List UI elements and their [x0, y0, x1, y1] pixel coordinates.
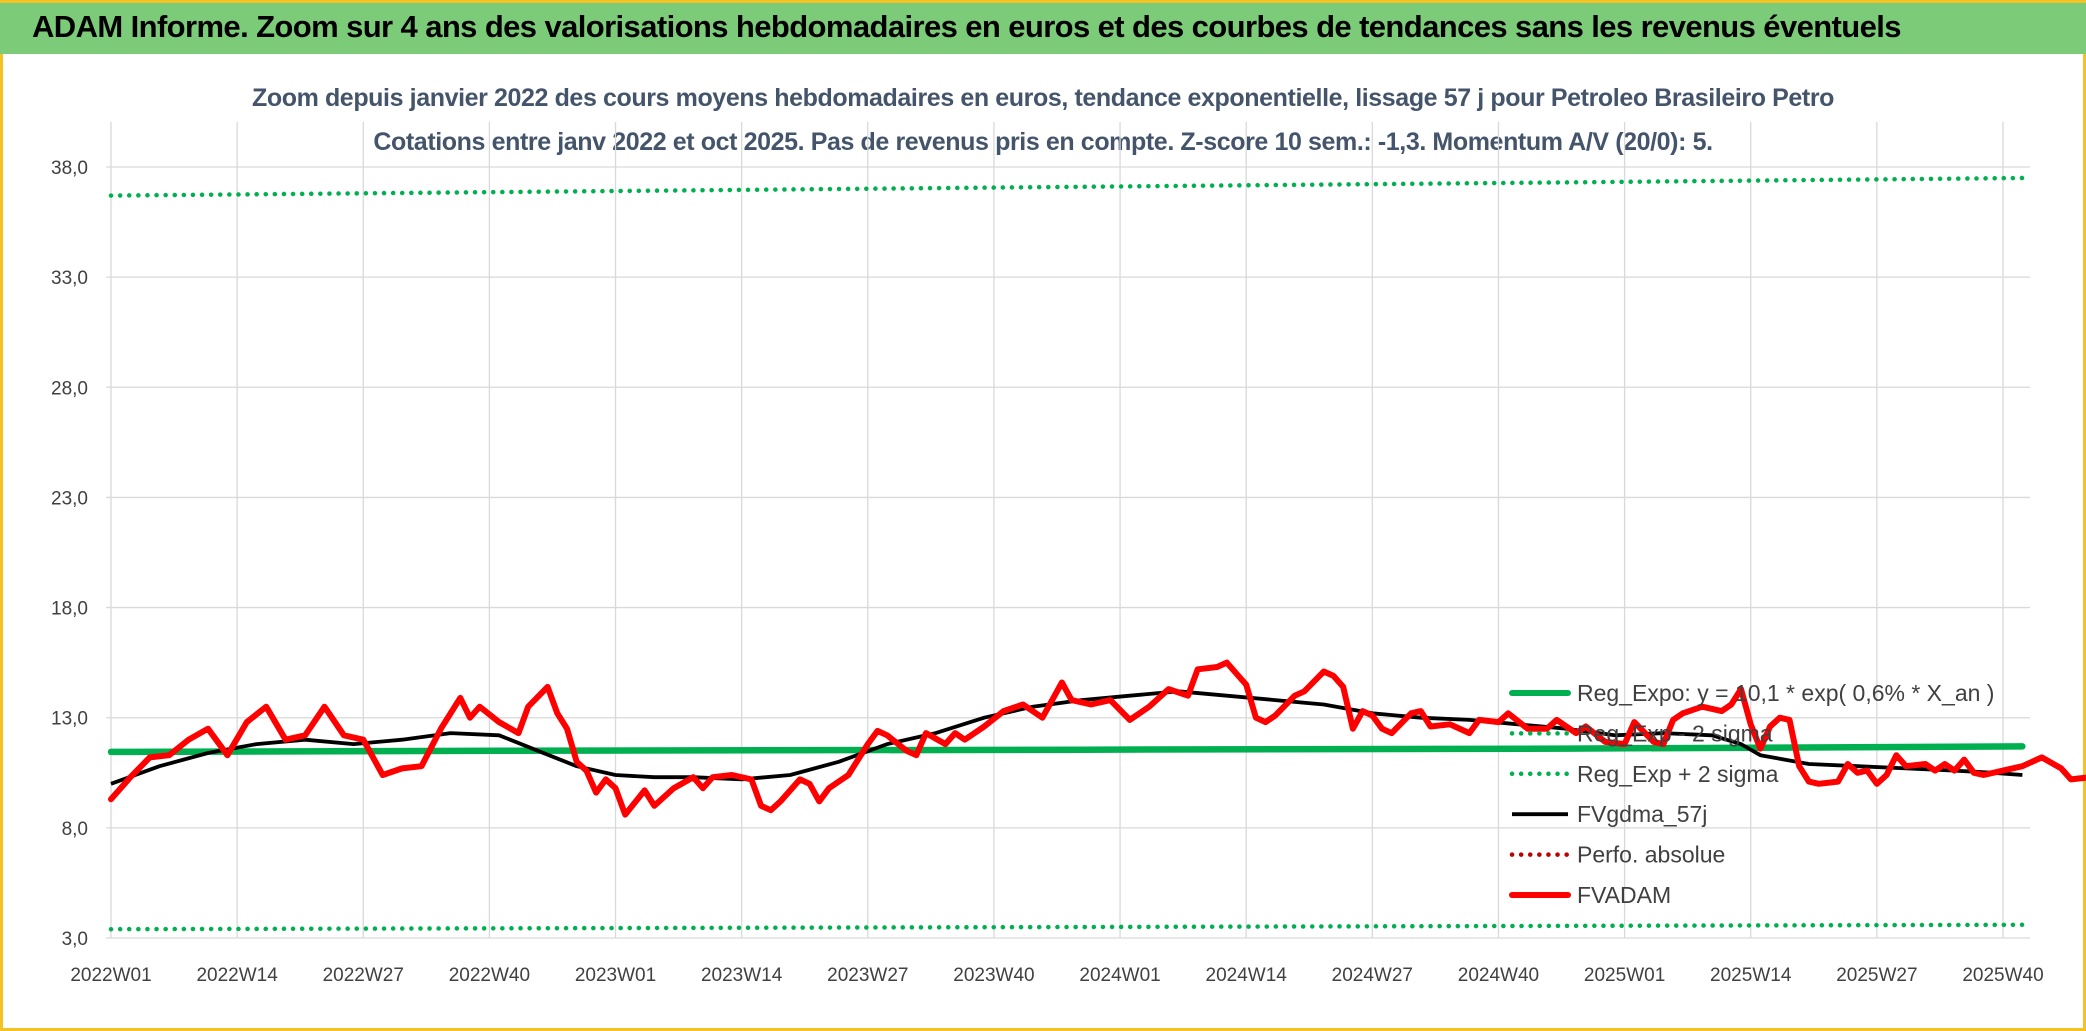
gridlines: [106, 122, 2030, 939]
y-axis: 3,0 8,0 13,0 18,0 23,0 28,0 33,0 38,0: [51, 158, 88, 950]
y-tick-label: 3,0: [62, 929, 88, 950]
x-tick-label: 2024W40: [1458, 965, 1539, 986]
legend-label: Reg_Exp - 2 sigma: [1577, 720, 1773, 746]
chart-subtitle: Cotations entre janv 2022 et oct 2025. P…: [373, 128, 1713, 156]
x-tick-label: 2024W14: [1206, 965, 1288, 986]
x-tick-label: 2024W27: [1332, 965, 1413, 986]
x-tick-label: 2025W01: [1584, 965, 1665, 986]
legend-label: Perfo. absolue: [1577, 842, 1725, 868]
x-tick-label: 2022W40: [449, 965, 530, 986]
series-line-reg-exp-2-sigma: [108, 922, 2025, 932]
x-tick-label: 2022W27: [323, 965, 404, 986]
y-tick-label: 8,0: [62, 819, 88, 840]
report-banner: ADAM Informe. Zoom sur 4 ans des valoris…: [0, 0, 2086, 54]
y-tick-label: 38,0: [51, 158, 88, 179]
y-tick-label: 28,0: [51, 378, 88, 399]
series-line-reg-exp-2-sigma: [108, 175, 2025, 198]
x-tick-label: 2023W01: [575, 965, 656, 986]
legend: Reg_Expo: y = 10,1 * exp( 0,6% * X_an ) R…: [1509, 680, 1994, 908]
series-line-reg-expo-y-10-1-exp-0-6-: [107, 743, 2026, 756]
x-tick-label: 2025W14: [1710, 965, 1792, 986]
legend-label: FVgdma_57j: [1577, 801, 1707, 827]
legend-label: Reg_Expo: y = 10,1 * exp( 0,6% * X_an ): [1577, 680, 1994, 706]
report-title: ADAM Informe. Zoom sur 4 ans des valoris…: [32, 9, 1902, 44]
y-tick-label: 18,0: [51, 599, 88, 620]
x-tick-label: 2025W40: [1962, 965, 2043, 986]
legend-label: FVADAM: [1577, 882, 1671, 908]
x-tick-label: 2025W27: [1836, 965, 1917, 986]
legend-label: Reg_Exp + 2 sigma: [1577, 761, 1779, 787]
x-tick-label: 2023W40: [953, 965, 1034, 986]
x-tick-label: 2023W14: [701, 965, 783, 986]
x-tick-label: 2024W01: [1079, 965, 1160, 986]
y-tick-label: 33,0: [51, 268, 88, 289]
chart-title: Zoom depuis janvier 2022 des cours moyen…: [251, 84, 1835, 112]
y-tick-label: 23,0: [51, 488, 88, 509]
x-axis: 2022W01 2022W14 2022W27 2022W40 2023W01 2023W…: [70, 965, 2043, 986]
series-line-fvadam: [108, 659, 2086, 818]
x-tick-label: 2022W14: [196, 965, 278, 986]
x-tick-label: 2023W27: [827, 965, 908, 986]
x-tick-label: 2022W01: [70, 965, 151, 986]
series-lines: [107, 175, 2086, 932]
y-tick-label: 13,0: [51, 709, 88, 730]
